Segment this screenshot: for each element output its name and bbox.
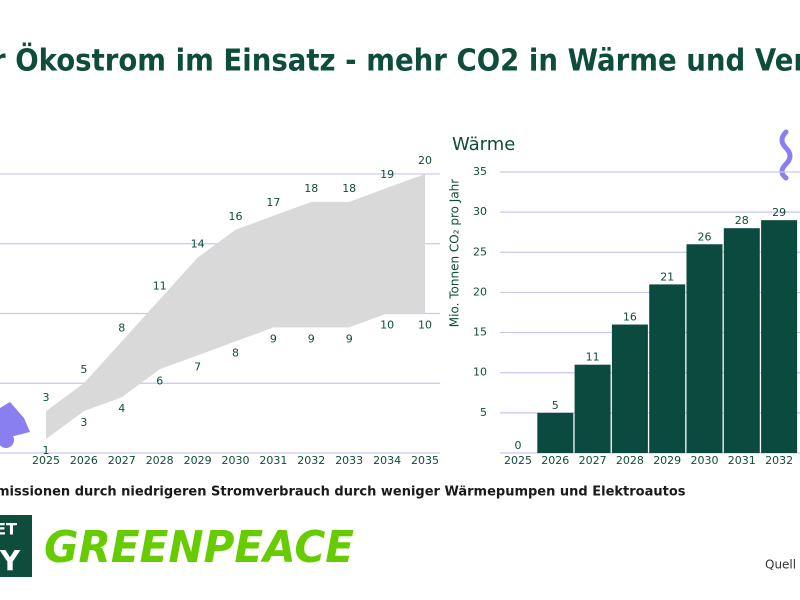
value-label: 21 — [660, 270, 674, 283]
lower-label: 8 — [232, 346, 239, 359]
squiggle-icon — [779, 129, 793, 181]
upper-label: 8 — [118, 321, 125, 334]
x-tick-label: 2032 — [297, 454, 325, 467]
value-label: 28 — [735, 214, 749, 227]
page-title: r Ökostrom im Einsatz - mehr CO2 in Wärm… — [0, 42, 800, 79]
upper-label: 5 — [80, 363, 87, 376]
y-tick-label: 20 — [473, 285, 487, 298]
x-tick-label: 2028 — [146, 454, 174, 467]
upper-label: 20 — [418, 154, 432, 167]
x-tick-label: 2029 — [184, 454, 212, 467]
range-band — [46, 173, 425, 440]
value-label: 5 — [552, 399, 559, 412]
y-tick-label: 15 — [473, 326, 487, 339]
x-tick-label: 2030 — [691, 454, 719, 467]
x-tick-label: 2025 — [504, 454, 532, 467]
lower-label: 1 — [43, 444, 50, 457]
x-tick-label: 2030 — [222, 454, 250, 467]
y-tick-label: 30 — [473, 205, 487, 218]
source: Quell — [765, 558, 796, 572]
x-tick-label: 2027 — [579, 454, 607, 467]
upper-label: 18 — [342, 182, 356, 195]
x-tick-label: 2035 — [411, 454, 439, 467]
upper-label: 18 — [304, 182, 318, 195]
y-tick-label: 10 — [473, 366, 487, 379]
x-tick-label: 2026 — [70, 454, 98, 467]
x-tick-label: 2025 — [32, 454, 60, 467]
upper-label: 19 — [380, 168, 394, 181]
value-label: 16 — [623, 311, 637, 324]
lower-label: 9 — [346, 332, 353, 345]
x-tick-label: 2028 — [616, 454, 644, 467]
upper-label: 11 — [153, 280, 167, 293]
upper-label: 17 — [266, 196, 280, 209]
footnote: missionen durch niedrigeren Stromverbrau… — [0, 485, 686, 500]
bar — [686, 244, 723, 453]
lower-label: 9 — [308, 332, 315, 345]
lower-label: 10 — [380, 318, 394, 331]
bar — [537, 412, 574, 453]
lower-label: 3 — [80, 416, 87, 429]
x-tick-label: 2031 — [728, 454, 756, 467]
lower-label: 9 — [270, 332, 277, 345]
x-tick-label: 2032 — [765, 454, 793, 467]
upper-label: 16 — [229, 210, 243, 223]
y-tick-label: 35 — [473, 165, 487, 178]
logo-badge-bottom: Y — [0, 544, 21, 577]
lower-label: 6 — [156, 374, 163, 387]
value-label: 11 — [586, 351, 600, 364]
lower-label: 7 — [194, 360, 201, 373]
y-tick-label: 5 — [480, 406, 487, 419]
upper-label: 14 — [191, 238, 205, 251]
lower-label: 10 — [418, 318, 432, 331]
upper-label: 3 — [43, 391, 50, 404]
x-tick-label: 2031 — [259, 454, 287, 467]
y-tick-label: 25 — [473, 245, 487, 258]
bar — [574, 364, 611, 453]
brand-logo: GREENPEACE — [44, 522, 354, 573]
value-label: 26 — [698, 230, 712, 243]
car-icon — [0, 402, 30, 448]
logo-badge-top: ET — [0, 520, 17, 539]
chart-title: Wärme — [452, 134, 515, 155]
y-axis-label: Mio. Tonnen CO₂ pro Jahr — [448, 179, 462, 327]
x-tick-label: 2027 — [108, 454, 136, 467]
x-tick-label: 2033 — [335, 454, 363, 467]
bar — [761, 220, 798, 453]
x-tick-label: 2026 — [541, 454, 569, 467]
bar — [611, 324, 648, 453]
value-label: 0 — [515, 439, 522, 452]
logo-badge — [0, 515, 32, 577]
bar — [723, 228, 760, 453]
x-tick-label: 2034 — [373, 454, 401, 467]
x-tick-label: 2029 — [653, 454, 681, 467]
bar — [649, 284, 686, 453]
value-label: 29 — [772, 206, 786, 219]
lower-label: 4 — [118, 402, 125, 415]
